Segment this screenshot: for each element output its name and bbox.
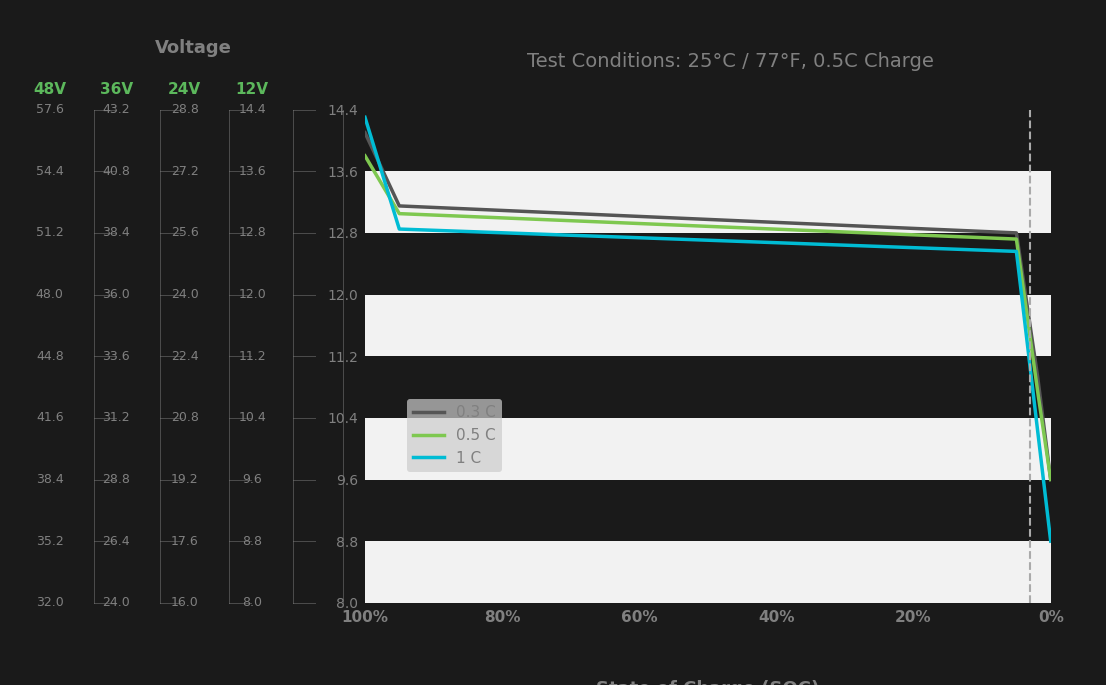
Text: 24.0: 24.0 [170, 288, 199, 301]
Text: 12.0: 12.0 [238, 288, 267, 301]
Text: 8.0: 8.0 [242, 597, 262, 609]
Text: 35.2: 35.2 [35, 535, 64, 547]
Bar [365, 541, 1051, 603]
Text: 31.2: 31.2 [103, 412, 129, 424]
Text: 48.0: 48.0 [35, 288, 64, 301]
Text: 36V: 36V [100, 82, 133, 97]
Text: 22.4: 22.4 [171, 350, 198, 362]
Text: 10.4: 10.4 [238, 412, 267, 424]
Text: 9.6: 9.6 [242, 473, 262, 486]
Text: 14.4: 14.4 [239, 103, 265, 116]
Text: 38.4: 38.4 [35, 473, 64, 486]
Text: 26.4: 26.4 [103, 535, 129, 547]
Bar [365, 233, 1051, 295]
Text: 19.2: 19.2 [171, 473, 198, 486]
Text: 33.6: 33.6 [103, 350, 129, 362]
Text: 28.8: 28.8 [102, 473, 131, 486]
Text: 24.0: 24.0 [102, 597, 131, 609]
Text: 8.8: 8.8 [242, 535, 262, 547]
Text: 48V: 48V [33, 82, 66, 97]
Text: 57.6: 57.6 [35, 103, 64, 116]
Bar [365, 356, 1051, 418]
Text: 38.4: 38.4 [102, 227, 131, 239]
Text: 24V: 24V [168, 82, 201, 97]
X-axis label: State of Charge (SOC): State of Charge (SOC) [596, 680, 820, 685]
Text: 12V: 12V [236, 82, 269, 97]
Text: 28.8: 28.8 [170, 103, 199, 116]
Text: 12.8: 12.8 [238, 227, 267, 239]
Bar [365, 479, 1051, 541]
Text: 41.6: 41.6 [36, 412, 63, 424]
Text: 43.2: 43.2 [103, 103, 129, 116]
Text: 27.2: 27.2 [170, 165, 199, 177]
Bar [365, 171, 1051, 233]
Text: 32.0: 32.0 [35, 597, 64, 609]
Text: 16.0: 16.0 [170, 597, 199, 609]
Text: 54.4: 54.4 [35, 165, 64, 177]
Bar [365, 418, 1051, 479]
Text: 51.2: 51.2 [35, 227, 64, 239]
Text: Test Conditions: 25°C / 77°F, 0.5C Charge: Test Conditions: 25°C / 77°F, 0.5C Charg… [526, 52, 933, 71]
Text: 13.6: 13.6 [239, 165, 265, 177]
Bar [365, 110, 1051, 171]
Text: Voltage: Voltage [155, 39, 232, 57]
Text: 44.8: 44.8 [35, 350, 64, 362]
Text: 11.2: 11.2 [239, 350, 265, 362]
Text: 36.0: 36.0 [102, 288, 131, 301]
Text: 17.6: 17.6 [170, 535, 199, 547]
Legend: 0.3 C, 0.5 C, 1 C: 0.3 C, 0.5 C, 1 C [407, 399, 502, 472]
Text: 40.8: 40.8 [102, 165, 131, 177]
Text: 25.6: 25.6 [170, 227, 199, 239]
Text: 20.8: 20.8 [170, 412, 199, 424]
Bar [365, 295, 1051, 356]
